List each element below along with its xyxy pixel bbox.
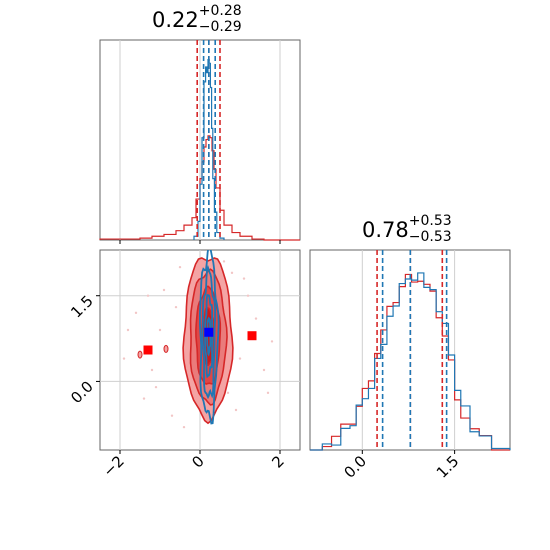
scatter-point [122, 357, 126, 360]
x-tick-label: 0.0 [341, 452, 371, 482]
scatter-point [226, 391, 230, 395]
scatter-point [170, 414, 174, 417]
title-plus: +0.53 [408, 213, 452, 229]
contour-level [201, 265, 216, 400]
truth-marker [247, 331, 257, 341]
contour-island [137, 350, 143, 359]
contour-island [163, 344, 169, 353]
scatter-point [246, 294, 250, 297]
title-minus: −0.53 [408, 229, 452, 245]
scatter-point [238, 357, 242, 360]
scatter-point [126, 328, 130, 332]
scatter-point [182, 425, 186, 429]
scatter-point [146, 294, 150, 297]
scatter-point [230, 271, 234, 275]
scatter-point [242, 277, 246, 280]
marginal-histogram-top [99, 39, 301, 244]
histogram-step [99, 135, 300, 241]
x-tick-label: 2 [268, 452, 287, 471]
y-tick-label: 0.0 [67, 378, 97, 408]
x-tick-label: 0 [188, 452, 207, 471]
scatter-point [222, 260, 226, 263]
histogram-step [310, 272, 511, 451]
scatter-point [134, 311, 138, 315]
scatter-point [158, 328, 162, 332]
title-plus: +0.28 [198, 3, 242, 19]
scatter-point [162, 288, 166, 292]
title-minus: −0.29 [198, 19, 242, 35]
scatter-point [262, 368, 266, 372]
truth-marker [204, 327, 214, 337]
scatter-point [270, 340, 274, 343]
contour-level [199, 250, 220, 425]
scatter-point [174, 305, 178, 309]
scatter-point [154, 385, 158, 389]
title-value: 0.78 [362, 218, 409, 242]
scatter-point [266, 391, 270, 395]
y-tick-label: 1.5 [67, 292, 97, 322]
title-right: 0.78 +0.53 −0.53 [362, 213, 452, 245]
title-value: 0.22 [152, 8, 199, 32]
x-tick-label: 1.5 [433, 452, 463, 482]
scatter-point [234, 408, 238, 412]
truth-marker [143, 345, 153, 355]
joint-contour-panel: −2 0 2 0.0 1.5 [67, 249, 301, 480]
marginal-histogram-right: 0.0 1.5 [309, 249, 511, 482]
scatter-point [150, 368, 154, 372]
x-tick-label: −2 [99, 452, 127, 480]
title-top: 0.22 +0.28 −0.29 [152, 3, 242, 35]
scatter-point [178, 265, 182, 269]
scatter-point [254, 317, 258, 320]
scatter-point [142, 397, 146, 400]
